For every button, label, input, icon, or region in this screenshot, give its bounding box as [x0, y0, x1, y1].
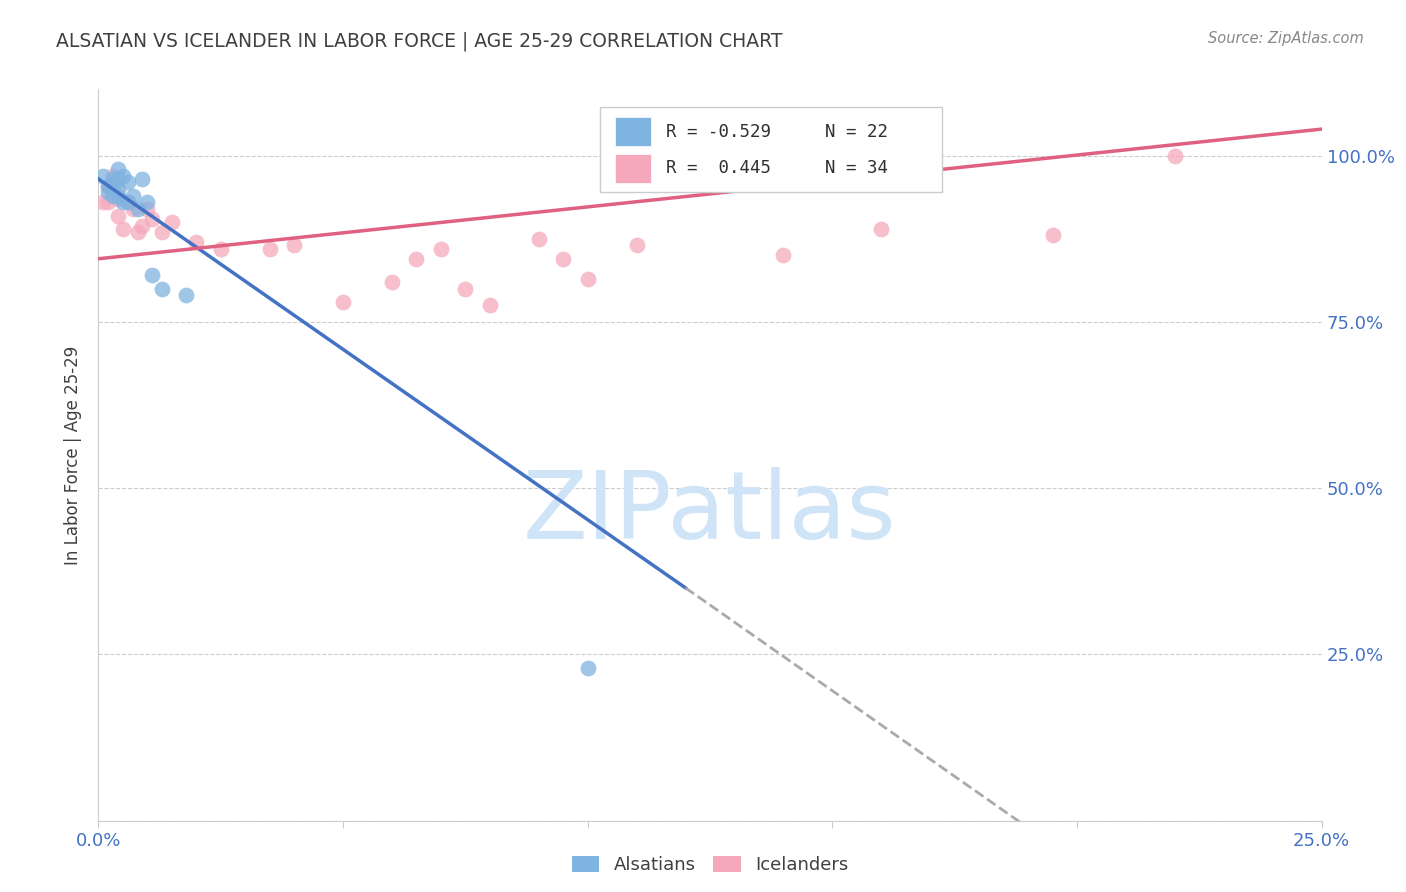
Point — [176, 288, 198, 302]
Point — [117, 195, 139, 210]
Point — [141, 211, 163, 226]
Point — [107, 188, 129, 202]
Point — [553, 252, 575, 266]
Point — [141, 268, 163, 283]
Point — [101, 172, 124, 186]
Point — [259, 242, 281, 256]
Point — [381, 275, 404, 289]
Point — [870, 222, 893, 236]
Point — [91, 195, 114, 210]
Point — [131, 172, 153, 186]
Point — [136, 202, 159, 216]
Point — [91, 169, 114, 183]
Point — [127, 202, 149, 216]
Point — [107, 161, 129, 176]
Point — [111, 169, 134, 183]
Text: ZIPatlas: ZIPatlas — [523, 467, 897, 559]
Point — [107, 209, 129, 223]
Point — [186, 235, 208, 249]
Point — [136, 195, 159, 210]
Point — [209, 242, 232, 256]
Point — [127, 225, 149, 239]
Point — [576, 661, 599, 675]
Text: N = 34: N = 34 — [825, 159, 889, 178]
Point — [97, 178, 120, 193]
Point — [1164, 149, 1187, 163]
Point — [160, 215, 183, 229]
Point — [478, 298, 501, 312]
Point — [1042, 228, 1064, 243]
Text: ALSATIAN VS ICELANDER IN LABOR FORCE | AGE 25-29 CORRELATION CHART: ALSATIAN VS ICELANDER IN LABOR FORCE | A… — [56, 31, 783, 51]
Point — [131, 219, 153, 233]
Text: R =  0.445: R = 0.445 — [666, 159, 770, 178]
Text: N = 22: N = 22 — [825, 122, 889, 141]
Point — [97, 178, 120, 193]
Point — [121, 188, 143, 202]
Point — [405, 252, 427, 266]
Point — [430, 242, 453, 256]
Point — [111, 222, 134, 236]
Point — [107, 172, 129, 186]
Point — [150, 282, 173, 296]
Point — [101, 169, 124, 183]
Point — [101, 188, 124, 202]
Point — [150, 225, 173, 239]
Point — [97, 186, 120, 200]
Point — [454, 282, 477, 296]
Y-axis label: In Labor Force | Age 25-29: In Labor Force | Age 25-29 — [65, 345, 83, 565]
Point — [101, 186, 124, 200]
Point — [117, 195, 139, 210]
Point — [576, 271, 599, 285]
Point — [332, 295, 354, 310]
Point — [772, 248, 794, 262]
Bar — [614, 117, 651, 146]
Text: Source: ZipAtlas.com: Source: ZipAtlas.com — [1208, 31, 1364, 46]
Point — [283, 238, 305, 252]
Point — [101, 178, 124, 193]
Point — [527, 232, 550, 246]
Point — [107, 182, 129, 196]
Legend: Alsatians, Icelanders: Alsatians, Icelanders — [565, 848, 855, 881]
Point — [626, 238, 648, 252]
Point — [107, 192, 129, 206]
Point — [97, 195, 120, 210]
Point — [117, 175, 139, 189]
Text: R = -0.529: R = -0.529 — [666, 122, 770, 141]
Point — [121, 202, 143, 216]
FancyBboxPatch shape — [600, 108, 942, 192]
Bar — [614, 153, 651, 183]
Point — [111, 195, 134, 210]
